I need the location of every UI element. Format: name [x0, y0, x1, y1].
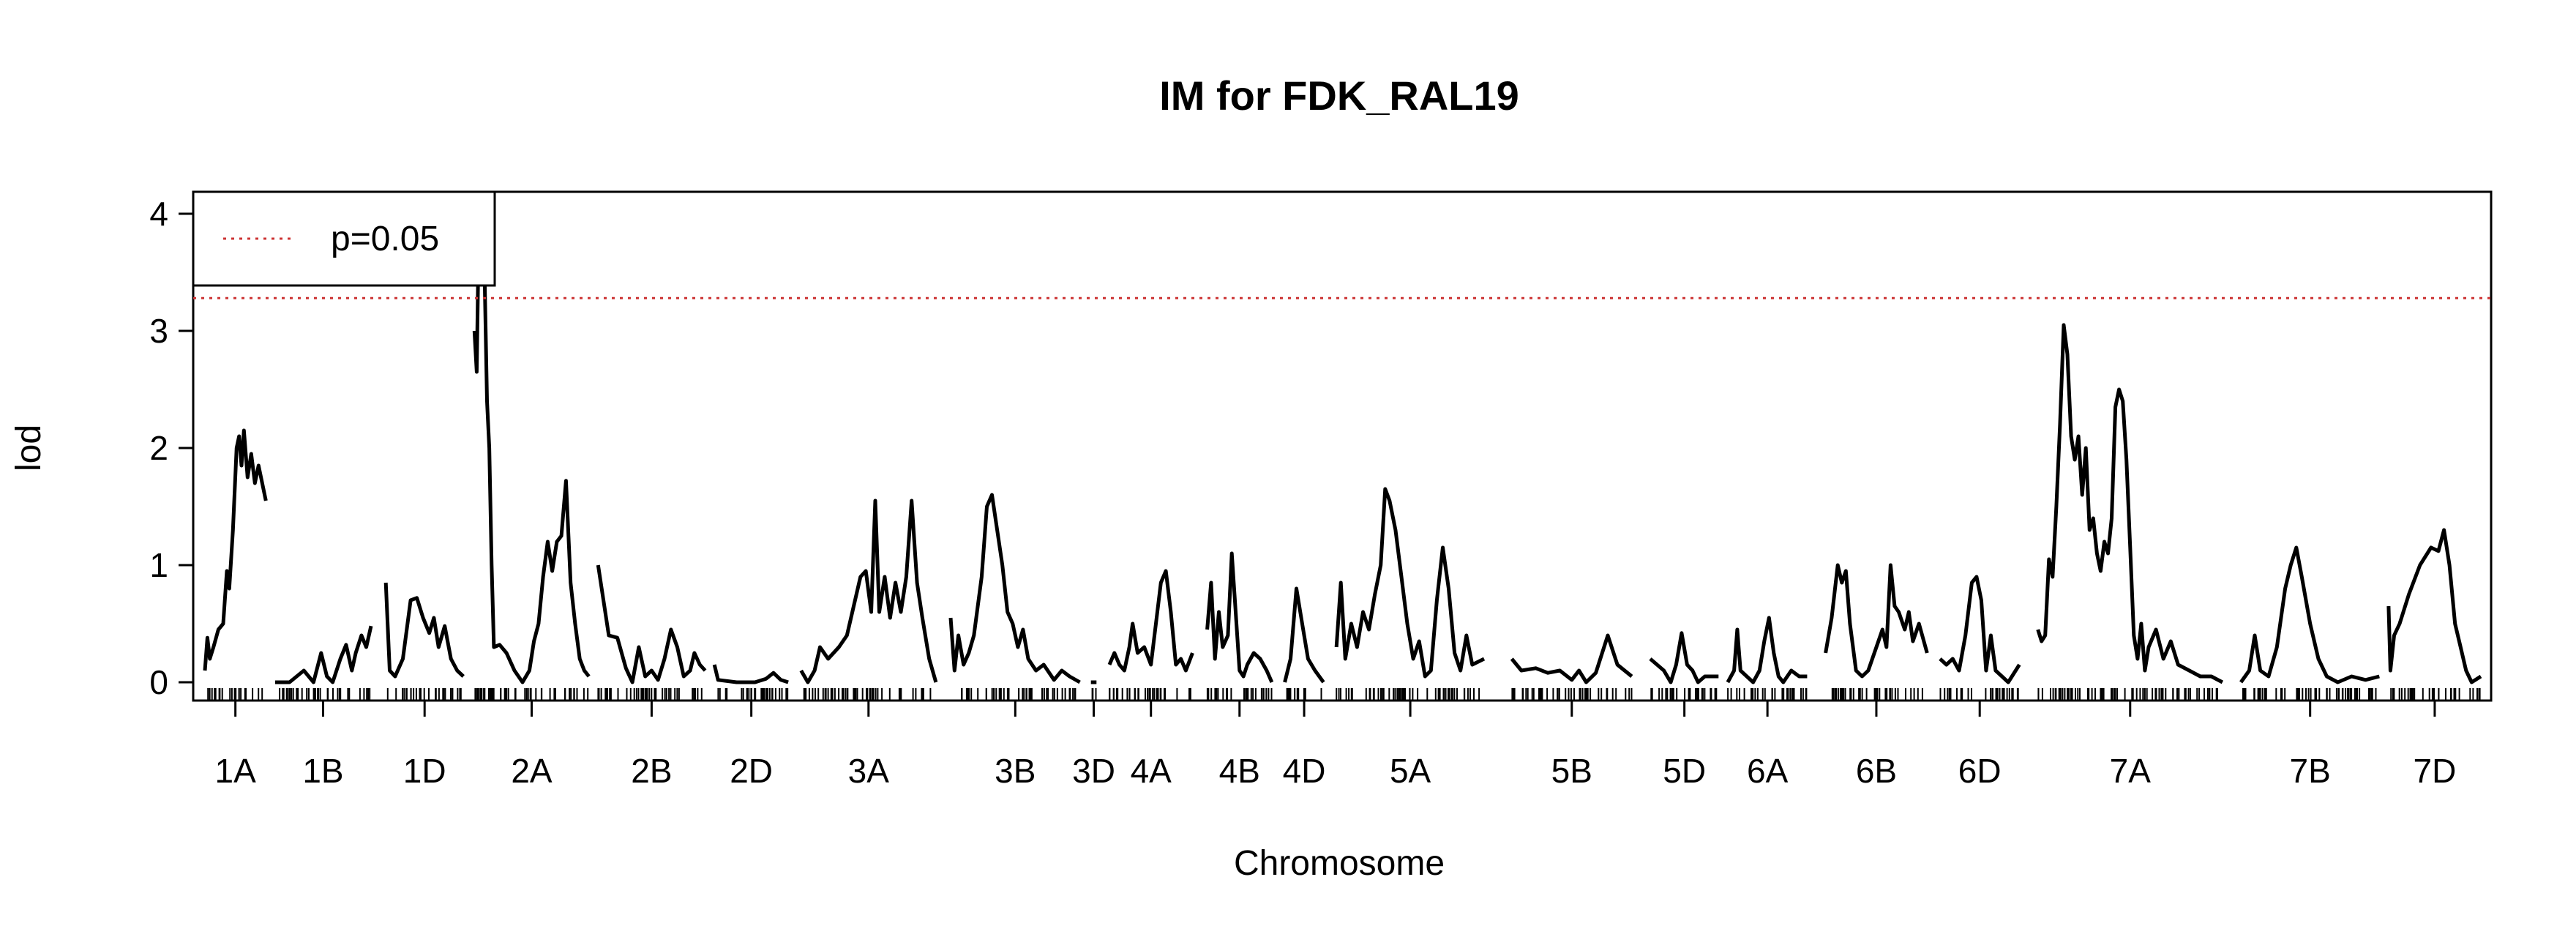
x-tick-label-5d: 5D: [1663, 752, 1706, 790]
lod-curve-4d: [1283, 586, 1325, 684]
legend-box: [192, 190, 496, 287]
lod-curve-5a: [1334, 487, 1486, 679]
y-axis-label: lod: [10, 425, 48, 471]
lod-curve-3a: [799, 499, 938, 684]
lod-curve-7b: [2239, 545, 2380, 684]
lod-curve-1b: [274, 625, 373, 684]
lod-curve-4b: [1205, 551, 1274, 684]
x-tick-label-4d: 4D: [1283, 752, 1326, 790]
lod-curve-5d: [1649, 631, 1719, 684]
lod-curve-4a: [1107, 569, 1194, 673]
x-tick-label-5a: 5A: [1390, 752, 1431, 790]
x-tick-label-1b: 1B: [302, 752, 343, 790]
x-tick-label-1a: 1A: [215, 752, 257, 790]
x-tick-label-6a: 6A: [1747, 752, 1789, 790]
chart-title: IM for FDK_RAL19: [1159, 72, 1519, 119]
x-tick-label-3d: 3D: [1072, 752, 1115, 790]
x-tick-label-7b: 7B: [2290, 752, 2331, 790]
x-tick-label-6b: 6B: [1856, 752, 1897, 790]
y-tick-label: 4: [149, 195, 168, 233]
x-tick-label-3a: 3A: [848, 752, 890, 790]
lod-curve-2b: [596, 564, 707, 684]
lod-curves: [203, 212, 2482, 684]
y-tick-label: 3: [149, 312, 168, 350]
x-tick-label-7a: 7A: [2110, 752, 2152, 790]
lod-curve-3b: [948, 493, 1081, 684]
x-tick-label-4a: 4A: [1131, 752, 1172, 790]
x-tick-label-4b: 4B: [1219, 752, 1260, 790]
y-tick-label: 2: [149, 429, 168, 467]
x-tick-label-2a: 2A: [511, 752, 553, 790]
plot-frame: [192, 190, 2493, 702]
lod-curve-2d: [712, 664, 789, 684]
legend: p=0.05: [192, 190, 496, 287]
x-tick-label-3b: 3B: [995, 752, 1036, 790]
y-tick-label: 1: [149, 546, 168, 584]
x-tick-label-1d: 1D: [403, 752, 446, 790]
lod-curve-1a: [203, 428, 268, 671]
x-tick-label-6d: 6D: [1958, 752, 2002, 790]
x-tick-label-5b: 5B: [1551, 752, 1592, 790]
lod-curve-1d: [383, 582, 465, 679]
lod-curve-7a: [2036, 323, 2224, 684]
legend-label: p=0.05: [331, 220, 439, 258]
x-axis: 1A 1B 1D 2A 2B 2D 3A 3B 3D 4A 4B 4D 5A 5B 5D 6A 6B 6D 7A 7B…: [215, 701, 2457, 790]
lod-curve-6a: [1726, 616, 1808, 684]
x-tick-label-2d: 2D: [730, 752, 773, 790]
y-tick-label: 0: [149, 663, 168, 701]
lod-curve-6b: [1824, 563, 1929, 679]
x-tick-label-2b: 2B: [631, 752, 672, 790]
lod-curve-7d: [2386, 528, 2482, 684]
x-tick-label-7d: 7D: [2414, 752, 2457, 790]
x-axis-label: Chromosome: [1234, 844, 1445, 883]
marker-rug: [207, 688, 2481, 701]
lod-curve-6d: [1939, 575, 2021, 684]
lod-curve-5b: [1510, 633, 1633, 684]
y-axis: 0 1 2 3 4: [149, 195, 193, 701]
